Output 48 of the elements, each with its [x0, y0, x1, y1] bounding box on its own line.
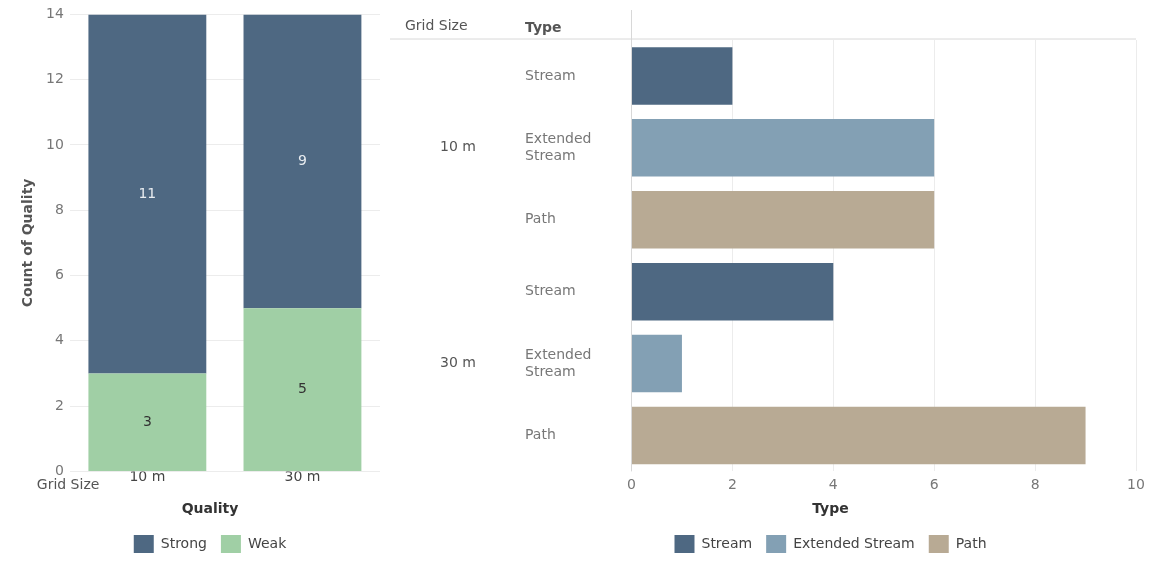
legend-label: Weak — [247, 534, 288, 551]
text: 10 m — [440, 138, 476, 155]
y-axis-title: Type — [525, 18, 562, 35]
bar — [631, 334, 682, 393]
bar — [243, 308, 362, 471]
y-axis-title: Count of Quality — [18, 178, 35, 308]
y-tick-label: Path — [525, 210, 556, 227]
y-tick-label: 14 — [45, 5, 64, 22]
data-label: 3 — [142, 412, 152, 429]
x-tick-label: 8 — [1030, 476, 1040, 493]
y-tick-label: 12 — [45, 70, 64, 87]
bar — [631, 406, 1086, 465]
legend-title: Quality — [181, 499, 239, 516]
data-label: 9 — [297, 151, 307, 168]
y-tick-label: Extended Stream — [525, 345, 592, 379]
text: Grid Size — [405, 16, 468, 33]
legend-label: Stream — [701, 534, 753, 551]
y-tick-label: 8 — [54, 200, 64, 217]
bar — [243, 14, 362, 309]
legend-title: Type — [812, 499, 849, 516]
y-tick-label: 6 — [54, 266, 64, 283]
y-tick-label: Path — [525, 426, 556, 443]
legend-label: Strong — [160, 534, 207, 551]
bar — [631, 190, 935, 249]
x-axis-title: Grid Size — [36, 476, 100, 493]
bar — [631, 47, 733, 105]
x-tick-label: 4 — [828, 476, 838, 493]
text: 30 m — [440, 354, 476, 371]
data-label: 5 — [297, 380, 307, 397]
bar — [88, 373, 207, 471]
y-tick-label: Stream — [525, 282, 576, 299]
legend-label: Path — [955, 534, 987, 551]
x-tick-label: 10 — [1127, 476, 1145, 493]
bar — [631, 119, 935, 177]
y-tick-label: 2 — [54, 396, 64, 413]
legend-label: Extended Stream — [793, 534, 915, 551]
bar — [631, 262, 834, 321]
data-label: 11 — [138, 184, 157, 201]
y-tick-label: 10 — [45, 135, 64, 152]
y-tick-label: 4 — [54, 331, 64, 348]
y-tick-label: Stream — [525, 66, 576, 83]
x-tick-label: 10 m — [129, 468, 166, 485]
x-tick-label: 2 — [727, 476, 737, 493]
x-tick-label: 0 — [627, 476, 636, 493]
bar — [88, 14, 207, 374]
y-tick-label: Extended Stream — [525, 130, 592, 163]
x-tick-label: 6 — [929, 476, 939, 493]
x-tick-label: 30 m — [284, 468, 321, 485]
